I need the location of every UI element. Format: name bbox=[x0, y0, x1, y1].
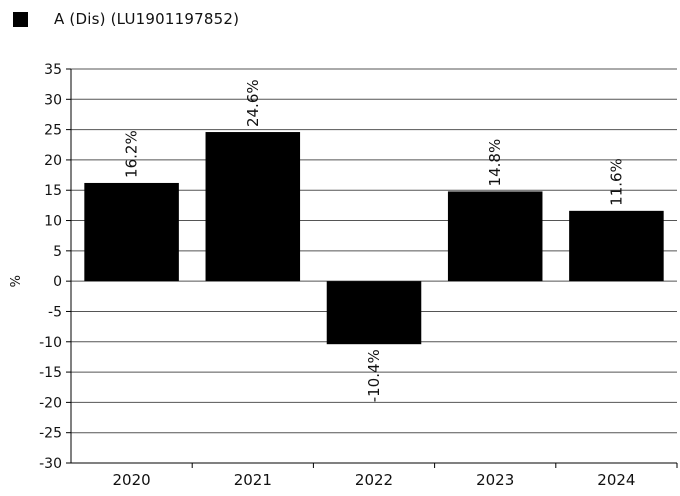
y-tick-label: -30 bbox=[39, 456, 62, 472]
legend-swatch bbox=[13, 11, 28, 27]
y-tick-label: -5 bbox=[48, 304, 62, 320]
x-tick-label: 2021 bbox=[234, 471, 272, 489]
y-tick-label: 0 bbox=[53, 274, 62, 290]
bar-2021 bbox=[205, 132, 301, 282]
y-tick-label: 35 bbox=[44, 62, 62, 78]
bar-2024 bbox=[569, 210, 664, 282]
y-tick-label: -15 bbox=[39, 365, 62, 381]
x-tick-label: 2022 bbox=[355, 471, 393, 489]
x-tick-label: 2023 bbox=[476, 471, 514, 489]
bar-2022 bbox=[326, 281, 422, 345]
legend: A (Dis) (LU1901197852) bbox=[8, 8, 239, 30]
legend-label: A (Dis) (LU1901197852) bbox=[54, 10, 240, 28]
y-tick-label: -25 bbox=[39, 426, 62, 442]
bar-2020 bbox=[84, 182, 179, 282]
y-tick-label: 30 bbox=[44, 92, 62, 108]
y-tick-label: 25 bbox=[44, 123, 62, 139]
data-label: -10.4% bbox=[365, 349, 383, 402]
y-tick-label: 5 bbox=[53, 244, 62, 260]
data-label: 11.6% bbox=[607, 158, 625, 206]
x-tick-label: 2024 bbox=[597, 471, 635, 489]
y-tick-label: -10 bbox=[39, 335, 62, 351]
data-label: 16.2% bbox=[123, 130, 141, 178]
x-tick-label: 2020 bbox=[113, 471, 151, 489]
y-axis-label: % bbox=[9, 275, 24, 287]
y-tick-label: 10 bbox=[44, 214, 62, 230]
data-label: 14.8% bbox=[486, 139, 504, 187]
y-tick-label: 20 bbox=[44, 153, 62, 169]
bar-2023 bbox=[447, 191, 543, 282]
data-label: 24.6% bbox=[244, 79, 262, 127]
y-tick-label: -20 bbox=[39, 395, 62, 411]
y-tick-label: 15 bbox=[44, 183, 62, 199]
